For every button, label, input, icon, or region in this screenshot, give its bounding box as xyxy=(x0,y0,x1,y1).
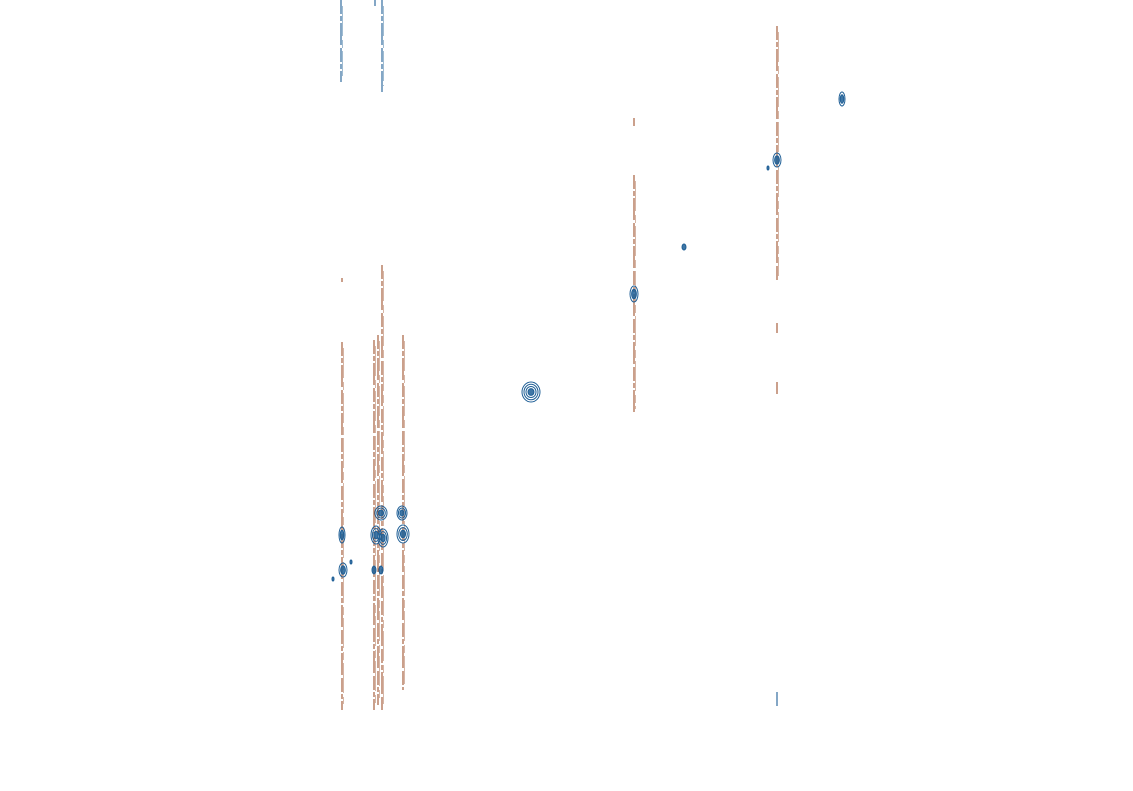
contour-level xyxy=(378,531,388,545)
contour-level xyxy=(774,155,780,165)
positive-streak-2 xyxy=(381,0,384,92)
contour-level xyxy=(521,381,541,403)
contour-level xyxy=(839,94,845,104)
contour-level xyxy=(631,288,637,300)
positive-peak-7 xyxy=(396,505,408,521)
positive-peak-13 xyxy=(838,91,846,107)
contour-level xyxy=(766,165,770,171)
positive-peak-8 xyxy=(396,524,410,544)
positive-peak-0 xyxy=(338,526,346,544)
positive-peak-4 xyxy=(377,528,389,548)
contour-level xyxy=(398,527,408,541)
contour-level xyxy=(396,505,408,521)
positive-peak-14 xyxy=(331,576,335,582)
contour-level xyxy=(374,505,388,521)
negative-streak-4 xyxy=(381,265,384,710)
contour-level xyxy=(377,528,389,548)
positive-peak-11 xyxy=(681,243,687,251)
negative-streak-2 xyxy=(373,340,376,710)
contour-level xyxy=(396,524,410,544)
negative-contour-layer xyxy=(341,26,779,710)
contour-level xyxy=(681,243,687,251)
contour-level xyxy=(397,507,407,519)
positive-peak-5 xyxy=(371,565,377,575)
contour-level xyxy=(380,533,386,543)
positive-peak-6 xyxy=(378,565,384,575)
positive-streak-0 xyxy=(340,0,343,82)
positive-peak-1 xyxy=(338,562,348,578)
contour-level xyxy=(838,91,846,107)
positive-peak-12 xyxy=(772,152,782,168)
contour-level xyxy=(376,507,386,519)
contour-level xyxy=(349,559,353,565)
contour-level xyxy=(340,565,346,575)
contour-level xyxy=(772,152,782,168)
contour-level xyxy=(331,576,335,582)
contour-level xyxy=(525,385,537,399)
negative-streak-3 xyxy=(377,335,380,705)
contour-level xyxy=(378,565,384,575)
positive-peak-15 xyxy=(349,559,353,565)
negative-streak-8 xyxy=(776,26,779,282)
contour-level xyxy=(371,565,377,575)
positive-peak-2 xyxy=(374,505,388,521)
contour-level xyxy=(373,530,379,540)
positive-peak-16 xyxy=(766,165,770,171)
contour-level xyxy=(338,526,346,544)
contour-level xyxy=(399,509,405,517)
contour-level xyxy=(339,529,345,541)
positive-peak-9 xyxy=(521,381,541,403)
negative-streak-1 xyxy=(341,342,344,710)
contour-level xyxy=(629,285,639,303)
positive-contour-layer xyxy=(331,0,846,708)
contour-level xyxy=(338,562,348,578)
contour-level xyxy=(399,529,407,539)
contour-level xyxy=(527,388,535,396)
contour-level xyxy=(523,383,539,401)
contour-level xyxy=(377,509,385,517)
positive-peak-10 xyxy=(629,285,639,303)
